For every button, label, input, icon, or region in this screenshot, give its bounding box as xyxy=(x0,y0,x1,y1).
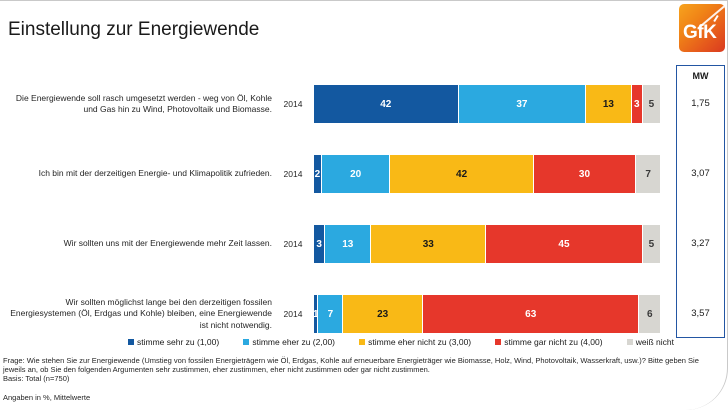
bar-segment: 6 xyxy=(639,295,660,333)
bar-segment: 5 xyxy=(642,85,660,123)
row-year-label: 2014 xyxy=(283,309,303,319)
page-title: Einstellung zur Energiewende xyxy=(8,19,260,40)
legend-swatch-icon xyxy=(128,339,134,345)
legend-item: stimme sehr zu (1,00) xyxy=(128,337,219,347)
mean-values-list: 1,75 3,07 3,27 3,57 xyxy=(677,68,724,348)
legend-item: weiß nicht xyxy=(626,337,674,347)
gfk-logo: GfK xyxy=(679,4,725,52)
chart-row: Wir sollten uns mit der Energiewende meh… xyxy=(0,209,660,279)
bar-segment: 13 xyxy=(325,225,371,263)
legend-swatch-icon xyxy=(243,339,250,345)
chart-row: Die Energiewende soll rasch umgesetzt we… xyxy=(0,69,660,139)
row-label: Wir sollten uns mit der Energiewende meh… xyxy=(63,238,272,249)
bar-segment: 23 xyxy=(343,295,423,333)
mean-values-header: MW xyxy=(692,71,709,81)
bar-segment: 30 xyxy=(533,155,636,193)
mean-value: 3,27 xyxy=(691,237,710,249)
chart-row: Wir sollten möglichst lange bei den derz… xyxy=(0,279,660,349)
footer: Frage: Wie stehen Sie zur Energiewende (… xyxy=(3,356,719,403)
mean-values-box: MW 1,75 3,07 3,27 3,57 xyxy=(676,65,725,338)
gfk-logo-text: GfK xyxy=(683,22,717,43)
row-label: Wir sollten möglichst lange bei den derz… xyxy=(10,297,272,330)
legend-item: stimme eher nicht zu (3,00) xyxy=(359,337,471,347)
bar-segment: 5 xyxy=(642,225,660,263)
gfk-logo-accent-mark xyxy=(713,15,719,22)
chart-legend: stimme sehr zu (1,00) stimme eher zu (2,0… xyxy=(128,337,674,347)
row-label: Ich bin mit der derzeitigen Energie- und… xyxy=(38,168,272,179)
legend-item: stimme gar nicht zu (4,00) xyxy=(495,337,603,347)
bar-segment: 7 xyxy=(636,155,660,193)
bar-segment: 42 xyxy=(314,85,458,123)
bar-segment: 33 xyxy=(371,225,486,263)
mean-value: 3,07 xyxy=(691,167,710,179)
mean-value: 3,57 xyxy=(691,307,710,319)
bar-segment: 1 xyxy=(313,295,319,333)
stacked-bar: 1 7 23 63 6 xyxy=(313,295,660,333)
stacked-bar: 3 13 33 45 5 xyxy=(314,225,660,263)
footer-note: Angaben in %, Mittelwerte xyxy=(3,393,91,403)
legend-label: stimme sehr zu (1,00) xyxy=(137,337,220,347)
chart-rows: Die Energiewende soll rasch umgesetzt we… xyxy=(0,69,660,349)
legend-item: stimme eher zu (2,00) xyxy=(243,337,335,347)
legend-swatch-icon xyxy=(495,339,502,345)
legend-label: stimme eher zu (2,00) xyxy=(252,337,336,347)
row-year-label: 2014 xyxy=(283,169,303,179)
bar-segment: 3 xyxy=(314,225,325,263)
bar-segment: 13 xyxy=(586,85,631,123)
chart-row: Ich bin mit der derzeitigen Energie- und… xyxy=(0,139,660,209)
footer-basis: Basis: Total (n=750) xyxy=(3,374,70,384)
row-year-label: 2014 xyxy=(283,99,303,109)
bar-segment: 63 xyxy=(423,295,639,333)
stacked-bar: 42 37 13 3 5 xyxy=(314,85,660,123)
bar-segment: 20 xyxy=(321,155,390,193)
bar-segment: 37 xyxy=(458,85,586,123)
legend-swatch-icon xyxy=(626,339,633,345)
bar-segment: 2 xyxy=(314,155,321,193)
row-label: Die Energiewende soll rasch umgesetzt we… xyxy=(15,92,272,114)
legend-swatch-icon xyxy=(359,339,366,345)
stacked-bar: 2 20 42 30 7 xyxy=(314,155,660,193)
legend-label: stimme eher nicht zu (3,00) xyxy=(368,337,472,347)
mean-value: 1,75 xyxy=(691,97,710,109)
bar-segment: 42 xyxy=(390,155,533,193)
legend-label: weiß nicht xyxy=(635,337,674,347)
bar-segment: 45 xyxy=(486,225,642,263)
bar-segment: 3 xyxy=(631,85,642,123)
footer-question: Frage: Wie stehen Sie zur Energiewende (… xyxy=(3,356,699,375)
legend-label: stimme gar nicht zu (4,00) xyxy=(504,337,603,347)
bar-segment: 7 xyxy=(318,295,343,333)
row-year-label: 2014 xyxy=(283,239,303,249)
